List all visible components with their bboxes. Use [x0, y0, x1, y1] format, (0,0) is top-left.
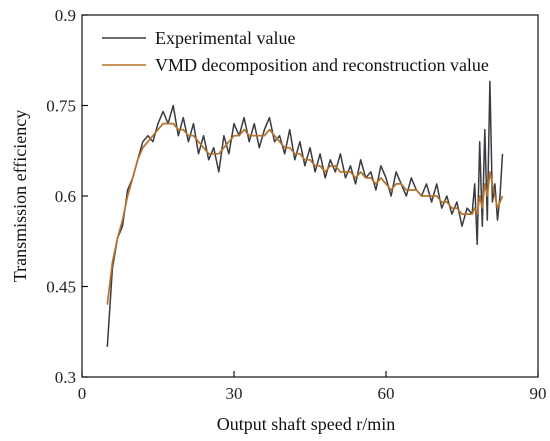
tick-labels: 0 30 60 90 0.3 0.45 0.6 0.75 0.9 [46, 6, 546, 403]
x-tick-label: 60 [378, 384, 395, 403]
y-tick-label: 0.3 [55, 368, 76, 387]
x-tick-label: 90 [530, 384, 547, 403]
y-tick-label: 0.45 [46, 278, 76, 297]
y-tick-label: 0.75 [46, 97, 76, 116]
axes [81, 14, 539, 378]
legend: Experimental value VMD decomposition and… [102, 28, 489, 75]
y-tick-label: 0.9 [55, 6, 76, 25]
series-layer [106, 80, 504, 347]
x-axis-label: Output shaft speed r/min [217, 414, 395, 434]
series-line-vmd [106, 122, 504, 305]
x-tick-label: 0 [78, 384, 87, 403]
series-line-experimental [106, 80, 504, 347]
x-tick-label: 30 [226, 384, 243, 403]
y-axis-label: Transmission efficiency [10, 110, 30, 283]
legend-label-experimental: Experimental value [155, 28, 295, 48]
legend-label-vmd: VMD decomposition and reconstruction val… [155, 55, 489, 75]
y-tick-label: 0.6 [55, 187, 76, 206]
